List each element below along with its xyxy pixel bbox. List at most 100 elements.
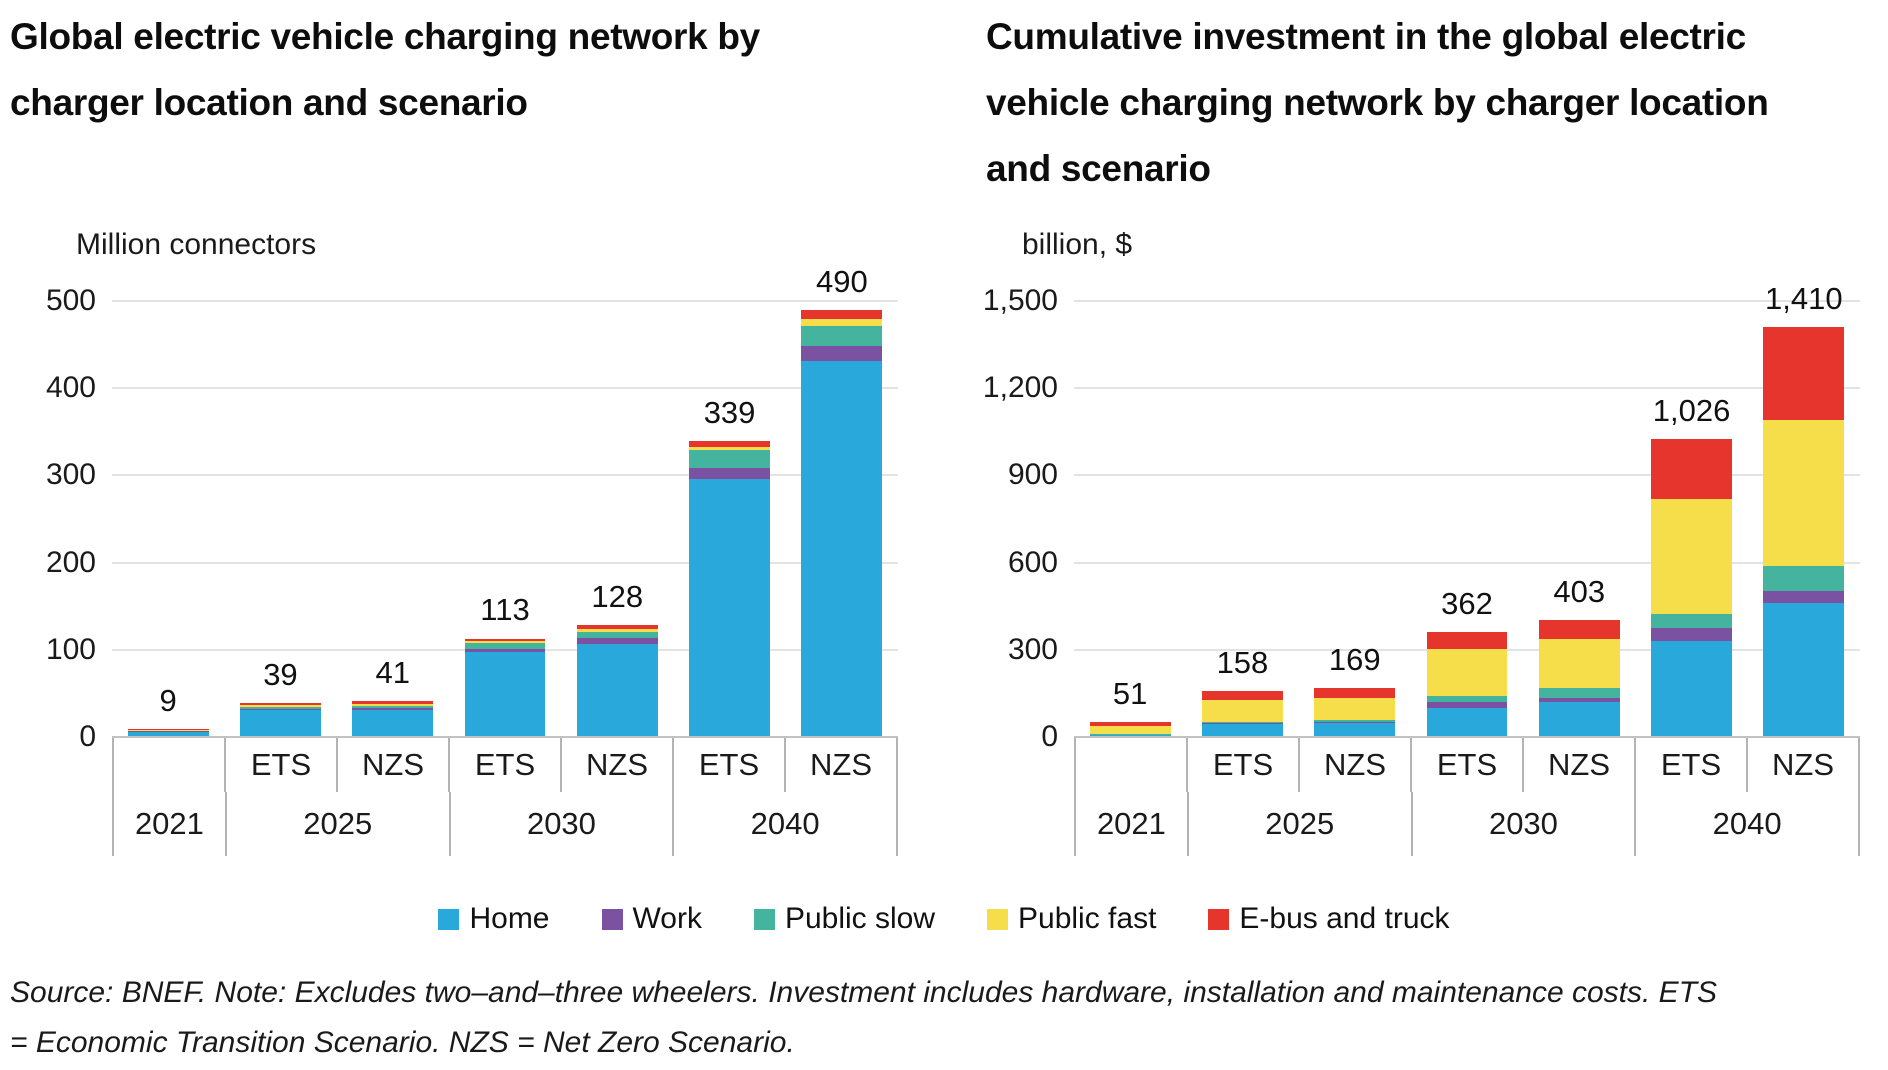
gridline-900 (1074, 474, 1860, 477)
legend-label: Public fast (1018, 902, 1157, 935)
bar-segment-public-slow (1651, 613, 1732, 629)
legend-swatch-icon (987, 908, 1009, 930)
bar-segment-work (464, 648, 546, 653)
bar-value-label: 113 (480, 592, 530, 628)
x-axis-table: ETS NZS ETS NZS ETS NZS 2021 2025 2030 2040 (112, 737, 898, 856)
scenario-cell-ets: ETS (450, 737, 562, 792)
bar-segment-e-bus-and-truck (1314, 687, 1396, 699)
bar-column-2030-nzs: 403 (1523, 301, 1635, 737)
gridline-1200 (1074, 387, 1860, 390)
legend: Home Work Public slow Public fast E-bus and … (0, 902, 1888, 936)
bar-stack (801, 309, 883, 737)
scenario-cell-ets: ETS (1188, 737, 1300, 792)
bar-segment-public-fast (689, 446, 770, 451)
plot-area: 51 158 169 362 403 1,026 1,410 (1074, 281, 1860, 738)
gridline-0 (112, 736, 898, 738)
bar-stack (1763, 327, 1845, 737)
scenario-cell-ets: ETS (674, 737, 786, 792)
bar-segment-public-fast (1426, 649, 1508, 697)
bar-column-2021: 9 (112, 301, 224, 737)
chart-title: Cumulative investment in the global elec… (986, 4, 1886, 202)
legend-label: Work (632, 902, 702, 935)
scenario-cell-nzs: NZS (562, 737, 674, 792)
bar-segment-home (1314, 723, 1396, 737)
legend-label: Public slow (784, 902, 936, 935)
bar-segment-public-fast (240, 704, 321, 707)
legend-item-home: Home (438, 902, 550, 936)
bar-stack (1314, 687, 1396, 737)
year-row: 2021 2025 2030 2040 (1074, 792, 1860, 856)
y-tick-label: 300 (1007, 632, 1058, 666)
bar-segment-work (127, 730, 209, 732)
legend-label: Home (469, 902, 550, 935)
y-tick-label: 1,500 (982, 284, 1058, 317)
bar-segment-work (352, 708, 434, 710)
bar-segment-work (1763, 591, 1845, 604)
chart-connectors: Global electric vehicle charging network… (8, 0, 920, 870)
scenario-cell-nzs: NZS (1300, 737, 1412, 792)
bar-value-label: 362 (1441, 585, 1493, 621)
bar-segment-home (240, 709, 321, 737)
bar-stack (689, 441, 770, 737)
bar-segment-home (1763, 603, 1845, 737)
bar-segment-public-slow (352, 705, 434, 709)
year-cell-2040: 2040 (750, 806, 820, 841)
y-axis-unit-label: billion, $ (1022, 228, 1133, 261)
bar-segment-e-bus-and-truck (576, 625, 658, 629)
bar-segment-e-bus-and-truck (464, 638, 546, 642)
chart-title-line: Cumulative investment in the global elec… (986, 16, 1746, 57)
gridline-600 (1074, 561, 1860, 564)
bar-segment-public-fast (576, 628, 658, 632)
bar-value-label: 1,410 (1765, 281, 1843, 317)
y-tick-label: 100 (45, 632, 96, 666)
legend-swatch-icon (753, 908, 775, 930)
bar-segment-work (576, 638, 658, 644)
gridline-400 (112, 387, 898, 390)
bar-segment-e-bus-and-truck (352, 701, 434, 704)
bars: 51 158 169 362 403 1,026 1,410 (1074, 281, 1860, 737)
bar-column-2025-ets: 39 (224, 301, 336, 737)
bar-value-label: 128 (591, 579, 644, 615)
bar-segment-public-fast (801, 319, 883, 327)
bar-value-label: 41 (375, 655, 410, 691)
bar-segment-work (240, 709, 321, 710)
y-tick-label: 600 (1007, 545, 1058, 579)
bar-segment-work (1651, 628, 1732, 642)
y-tick-label: 1,200 (982, 371, 1058, 405)
year-cell-2021: 2021 (1076, 792, 1189, 856)
bar-value-label: 158 (1216, 645, 1269, 681)
y-tick-label: 400 (45, 371, 96, 405)
bar-segment-work (1426, 702, 1508, 708)
bar-segment-e-bus-and-truck (1426, 631, 1508, 650)
y-tick-label: 500 (45, 284, 96, 317)
bar-segment-work (689, 467, 770, 479)
bar-segment-home (1651, 641, 1732, 737)
bars: 9 39 41 113 128 339 490 (112, 264, 898, 737)
bar-segment-public-slow (1538, 688, 1620, 699)
bar-segment-home (1202, 723, 1283, 737)
year-cell-2025: 2025 (227, 792, 451, 856)
bar-segment-public-fast (352, 703, 434, 706)
x-axis-table: ETS NZS ETS NZS ETS NZS 2021 2025 2030 2040 (1074, 737, 1860, 856)
scenario-cell-nzs: NZS (338, 737, 450, 792)
source-note: Source: BNEF. Note: Excludes two–and–thr… (10, 968, 1880, 1068)
bar-segment-e-bus-and-truck (689, 441, 770, 447)
bar-stack (127, 729, 209, 737)
bar-segment-home (127, 731, 209, 737)
bar-segment-public-fast (1202, 699, 1283, 722)
bar-stack (1426, 631, 1508, 737)
bar-segment-public-slow (464, 642, 546, 649)
bar-segment-home (1426, 707, 1508, 737)
gridline-1500 (1074, 300, 1860, 302)
y-tick-label: 200 (45, 545, 96, 579)
bar-column-2025-nzs: 169 (1299, 301, 1411, 737)
legend-swatch-icon (601, 908, 623, 930)
legend-item-work: Work (601, 902, 702, 936)
chart-title-line: vehicle charging network by charger loca… (986, 82, 1769, 123)
bar-segment-public-fast (1089, 725, 1171, 734)
year-cell-2030: 2030 (451, 792, 675, 856)
bar-segment-public-slow (801, 326, 883, 347)
gridline-200 (112, 561, 898, 564)
bar-column-2040-ets: 1,026 (1635, 301, 1747, 737)
